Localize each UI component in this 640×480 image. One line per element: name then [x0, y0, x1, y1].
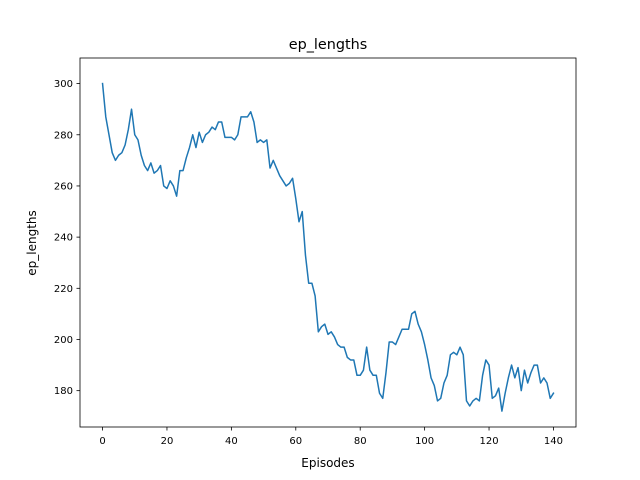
x-tick-label: 0: [99, 436, 105, 447]
x-tick-label: 60: [289, 436, 302, 447]
series-line-ep-lengths: [101, 82, 555, 412]
x-tick-label: 100: [415, 436, 434, 447]
chart-title: ep_lengths: [289, 37, 368, 53]
y-tick-label: 300: [54, 79, 73, 90]
x-axis-label: Episodes: [301, 456, 354, 470]
y-tick-label: 240: [54, 233, 73, 244]
axes-frame: [79, 57, 577, 428]
y-tick-label: 200: [54, 335, 73, 346]
y-tick-label: 220: [54, 284, 73, 295]
axes-background: [80, 58, 576, 427]
y-tick-label: 280: [54, 130, 73, 141]
x-axis-ticks: 0 20 40 60 80 100 120 140: [99, 427, 563, 447]
y-tick-label: 180: [54, 386, 73, 397]
x-tick-label: 20: [161, 436, 174, 447]
x-tick-label: 40: [225, 436, 238, 447]
x-tick-label: 80: [354, 436, 367, 447]
x-tick-label: 120: [479, 436, 498, 447]
y-axis-label: ep_lengths: [25, 210, 39, 276]
plot-area: 0 20 40 60 80 100 120 140 180 200 220 240 260 280 300: [54, 57, 577, 447]
x-tick-label: 140: [544, 436, 563, 447]
y-tick-label: 260: [54, 181, 73, 192]
y-axis-ticks: 180 200 220 240 260 280 300: [54, 79, 80, 397]
